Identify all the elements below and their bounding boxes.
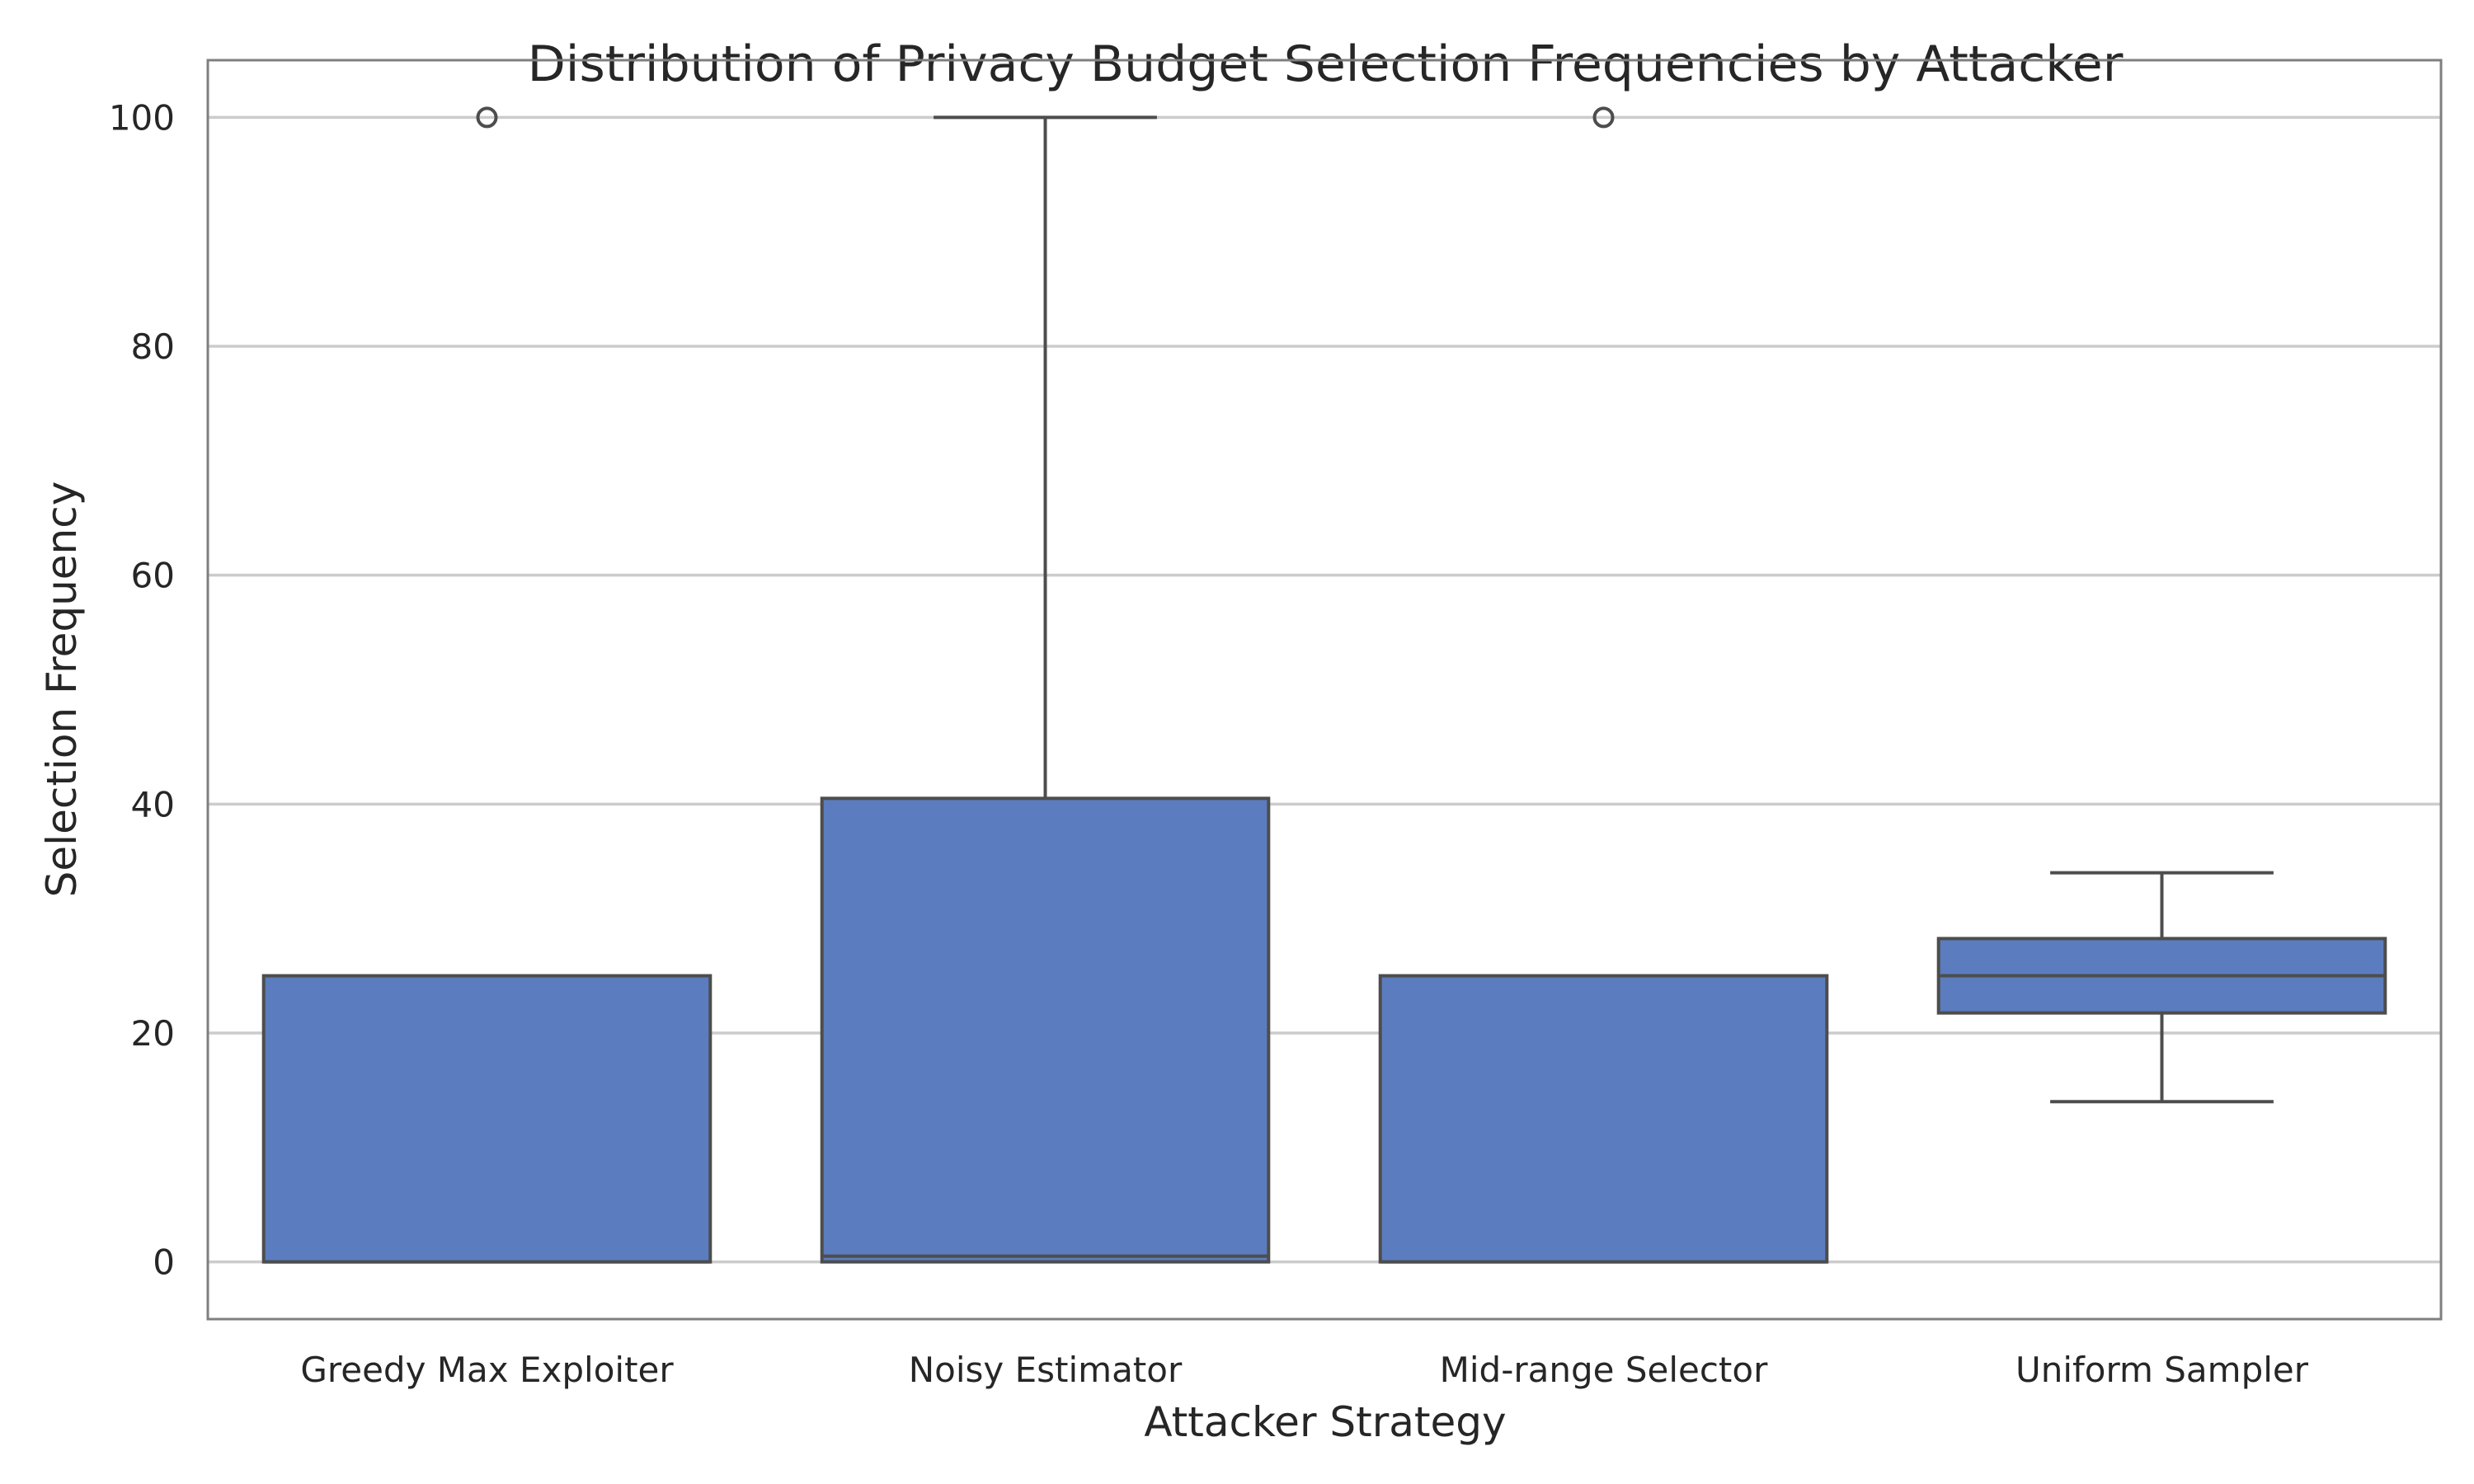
box-iqr xyxy=(820,796,1271,1264)
x-axis-label: Attacker Strategy xyxy=(1144,1398,1506,1446)
x-tick-label: Noisy Estimator xyxy=(909,1350,1183,1390)
chart-title: Distribution of Privacy Budget Selection… xyxy=(528,35,2124,93)
x-tick-label: Greedy Max Exploiter xyxy=(300,1350,674,1390)
box-iqr xyxy=(1378,974,1829,1264)
y-tick-label: 60 xyxy=(131,556,175,596)
box-group xyxy=(820,115,1271,1264)
y-tick-label: 40 xyxy=(131,784,175,824)
outlier-point xyxy=(1592,106,1615,129)
box-group xyxy=(1378,106,1829,1264)
plot-frame xyxy=(206,59,2443,1321)
box-group xyxy=(261,106,713,1264)
x-tick-label: Mid-range Selector xyxy=(1440,1350,1768,1390)
y-tick-label: 80 xyxy=(131,326,175,367)
y-axis-label: Selection Frequency xyxy=(38,481,86,898)
box-iqr xyxy=(261,974,713,1264)
x-tick-labels: Greedy Max Exploiter Noisy Estimator Mid-r… xyxy=(300,1350,2308,1390)
box-group xyxy=(1936,871,2387,1104)
y-tick-label: 20 xyxy=(131,1013,175,1054)
y-tick-label: 0 xyxy=(153,1242,175,1283)
y-tick-label: 100 xyxy=(109,97,175,138)
outlier-point xyxy=(476,106,498,129)
x-tick-label: Uniform Sampler xyxy=(2015,1350,2309,1390)
y-tick-labels: 0 20 40 60 80 100 xyxy=(109,97,175,1282)
boxes-layer xyxy=(261,106,2387,1264)
